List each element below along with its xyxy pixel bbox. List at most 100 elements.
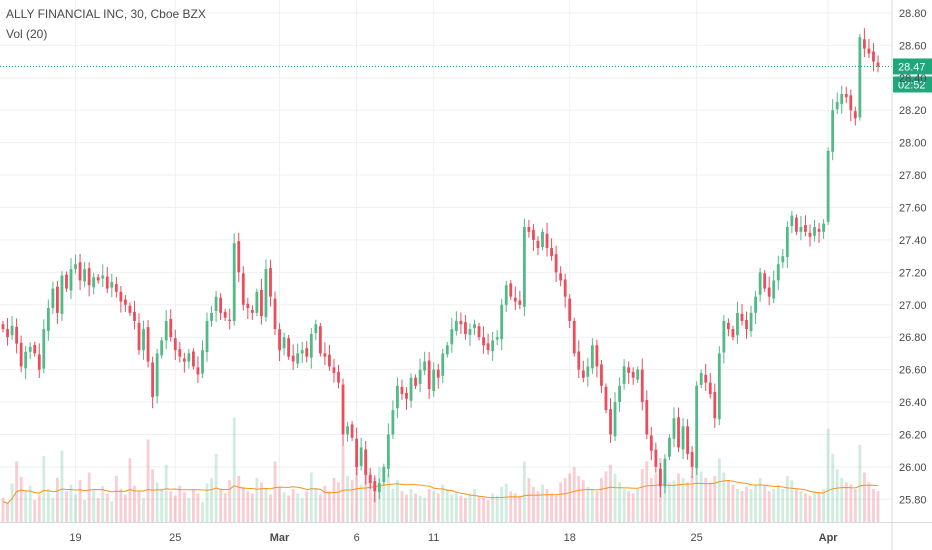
candle-body [776, 264, 780, 281]
candle-body [513, 297, 517, 302]
volume-bar [282, 492, 286, 522]
candle-body [527, 226, 531, 232]
candle-body [862, 39, 866, 49]
volume-bar [409, 489, 413, 522]
volume-bar [627, 491, 631, 522]
volume-bar [858, 445, 862, 522]
candle-body [518, 300, 522, 305]
volume-bar [704, 478, 708, 522]
x-tick-label: Mar [270, 532, 290, 544]
candle-body [201, 350, 204, 374]
y-tick-label: 26.40 [899, 397, 927, 409]
volume-bar [1, 497, 5, 522]
volume-bar [595, 491, 599, 522]
candle-body [405, 392, 408, 399]
candle-body [427, 360, 431, 390]
candle-body [681, 426, 685, 450]
candle-body [726, 322, 730, 330]
countdown-tag [893, 76, 932, 93]
candle-body [717, 353, 721, 420]
candle-body [205, 320, 209, 353]
volume-bar [876, 491, 880, 522]
volume-bar [581, 480, 585, 522]
volume-bar [196, 493, 200, 522]
volume-bar [169, 491, 173, 522]
volume-bar [568, 473, 572, 522]
volume-bar [445, 489, 449, 522]
volume-bar [645, 461, 649, 522]
volume-bar [654, 473, 658, 522]
candle-body [323, 353, 327, 357]
volume-bar [65, 491, 68, 522]
volume-bar [173, 495, 177, 522]
candle-body [804, 225, 807, 232]
candle-body [690, 451, 694, 467]
volume-bar [527, 478, 531, 522]
candle-body [328, 354, 331, 367]
candle-body [137, 322, 141, 351]
volume-bar [427, 489, 431, 522]
candle-body [767, 287, 771, 297]
volume-bar [400, 491, 404, 522]
candle-body [246, 303, 250, 309]
candle-body [609, 409, 612, 435]
volume-bar [296, 493, 300, 522]
candle-body [572, 320, 576, 354]
candle-body [781, 256, 785, 263]
volume-bar [33, 500, 37, 522]
candle-body [83, 269, 87, 282]
volume-bar [287, 495, 291, 522]
volume-bar [178, 485, 182, 522]
volume-bar [250, 493, 254, 522]
candle-body [545, 233, 549, 249]
candle-body [364, 449, 368, 475]
candle-body [196, 367, 200, 375]
candle-body [105, 276, 109, 289]
candle-body [96, 277, 100, 281]
candle-body [1, 324, 5, 330]
candle-body [55, 286, 59, 313]
volume-bar [613, 473, 617, 522]
candle-body [745, 320, 748, 330]
candle-body [332, 367, 336, 373]
candle-body [495, 337, 499, 340]
volume-bar [545, 489, 549, 522]
volume-bar [831, 453, 835, 522]
volume-bar [690, 475, 694, 522]
candle-body [15, 326, 19, 344]
volume-bar [609, 464, 612, 522]
y-tick-label: 26.00 [899, 462, 927, 474]
candle-body [672, 418, 676, 439]
candle-body [668, 437, 671, 457]
candle-body [42, 329, 46, 369]
volume-bar [69, 484, 73, 522]
volume-bar [382, 483, 386, 522]
candle-body [563, 279, 567, 297]
volume-bar [736, 489, 739, 522]
volume-bar [368, 472, 372, 522]
volume-bar [92, 489, 96, 522]
volume-bar [124, 494, 127, 522]
candle-body [699, 372, 703, 385]
candle-body [241, 273, 245, 305]
volume-bar [699, 471, 703, 522]
volume-bar [722, 472, 726, 522]
candle-body [876, 62, 880, 67]
candle-body [391, 410, 395, 435]
volume-bar [146, 439, 150, 522]
candle-body [640, 369, 644, 403]
candle-body [282, 337, 286, 349]
candle-body [269, 268, 272, 297]
volume-bar [219, 489, 223, 522]
candle-body [309, 333, 313, 358]
volume-bar [695, 456, 699, 522]
volume-bar [600, 478, 603, 522]
volume-bar [745, 486, 748, 522]
candle-body [872, 51, 875, 62]
candle-body [736, 312, 739, 336]
candle-body [155, 353, 159, 397]
volume-bar [205, 483, 209, 522]
volume-bar [291, 489, 295, 522]
